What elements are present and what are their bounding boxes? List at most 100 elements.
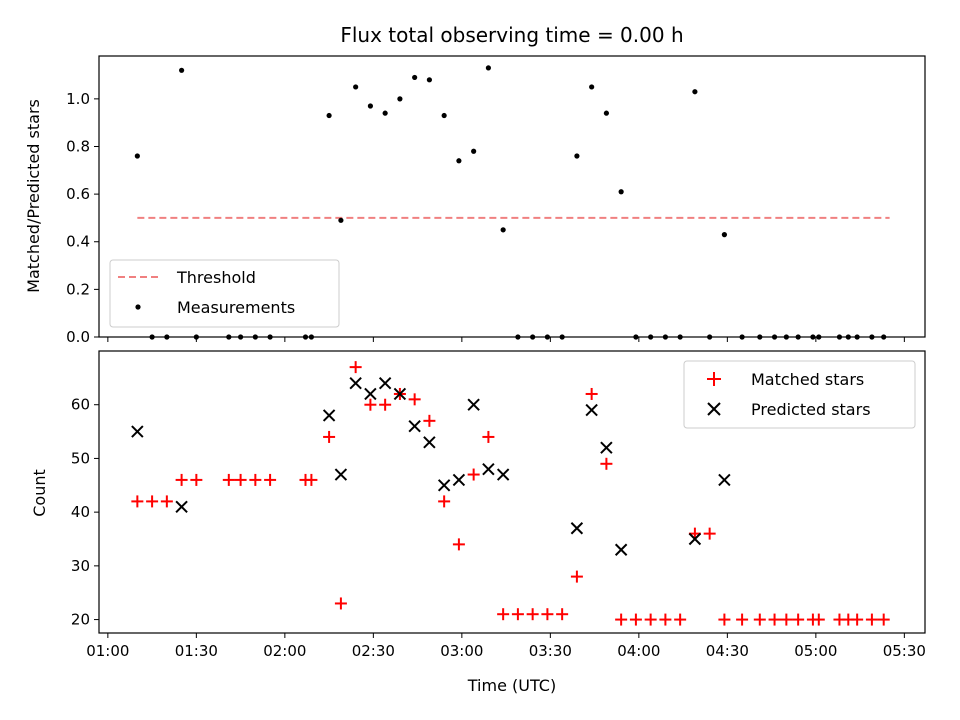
predicted-star-point [614, 543, 628, 556]
y-tick-label: 0.8 [66, 137, 90, 155]
measurement-point [603, 110, 610, 116]
matched-star-point [190, 473, 203, 486]
matched-star-point [323, 430, 336, 443]
x-axis-label: Time (UTC) [467, 676, 556, 695]
matched-star-point [736, 613, 749, 626]
measurement-point [721, 232, 728, 238]
predicted-star-point [131, 425, 144, 438]
matched-star-point [674, 613, 687, 626]
measurement-point [618, 189, 624, 195]
predicted-star-point [423, 436, 436, 449]
top-plot-frame [98, 55, 926, 338]
measurement-point [353, 84, 359, 90]
matched-star-point [364, 398, 377, 411]
matched-star-point [600, 457, 613, 470]
predicted-star-point [600, 441, 613, 454]
top-axis-ticks: 0.0 0.2 0.4 0.6 0.8 1.0 [66, 90, 905, 346]
legend-measurements-swatch [135, 304, 141, 310]
bottom-legend-box [683, 360, 916, 429]
top-legend-box [109, 259, 340, 328]
y-tick-label: 40 [71, 503, 90, 521]
matched-star-point [264, 473, 277, 486]
legend-threshold-label: Threshold [176, 268, 256, 287]
y-tick-label: 1.0 [66, 90, 90, 108]
x-tick-label: 03:00 [440, 642, 483, 660]
predicted-star-point [393, 387, 407, 401]
y-tick-label: 0.6 [66, 185, 90, 203]
matched-star-point [659, 613, 672, 626]
measurement-point [441, 112, 447, 119]
predicted-star-point [718, 473, 731, 487]
predicted-star-point [467, 398, 480, 411]
matched-star-point [812, 613, 825, 626]
measurement-point [589, 84, 595, 90]
predicted-star-point [688, 532, 702, 546]
measurement-point [134, 153, 140, 159]
matched-star-point [438, 495, 451, 508]
matched-star-point [131, 495, 144, 508]
ratio-panel: Flux total observing time = 0.00 h Match… [24, 23, 926, 346]
measurement-point [485, 65, 491, 71]
legend-matched-swatch [707, 372, 721, 386]
y-tick-label: 0.4 [66, 233, 90, 251]
measurement-point [426, 77, 432, 83]
matched-star-point [851, 613, 864, 626]
y-tick-label: 0.0 [66, 328, 90, 346]
predicted-star-point [482, 462, 495, 476]
y-tick-label: 20 [71, 611, 90, 629]
measurement-point [326, 112, 332, 119]
measurement-point [338, 217, 344, 223]
bottom-legend: Matched stars Predicted stars [683, 360, 916, 429]
measurement-point [456, 158, 462, 164]
x-tick-label: 02:00 [263, 642, 306, 660]
measurement-point [382, 110, 388, 116]
matched-star-point [482, 430, 495, 443]
matched-star-point [753, 613, 766, 626]
matched-star-point [718, 613, 731, 626]
legend-matched-label: Matched stars [751, 370, 864, 389]
matched-star-point [408, 393, 421, 406]
measurement-point [367, 103, 373, 109]
measurement-point [574, 153, 580, 159]
legend-predicted-label: Predicted stars [751, 400, 871, 419]
matched-star-point [877, 613, 890, 626]
matched-star-point [792, 613, 805, 626]
matched-star-point [703, 527, 716, 540]
matched-star-point [570, 570, 583, 583]
matched-star-point [305, 473, 318, 486]
measurement-point [412, 74, 418, 81]
x-tick-label: 05:00 [794, 642, 837, 660]
matched-star-point [585, 387, 598, 400]
legend-predicted-swatch [707, 402, 721, 416]
y-tick-label: 0.2 [66, 280, 90, 298]
predicted-star-point [408, 419, 421, 433]
y-tick-label: 30 [71, 557, 90, 575]
matched-star-point [334, 597, 347, 610]
measurement-point [500, 227, 506, 233]
matched-star-point [349, 361, 362, 374]
measurement-point [397, 96, 403, 102]
predicted-star-point [378, 377, 392, 390]
matched-star-point [768, 613, 781, 626]
predicted-star-point [585, 403, 598, 417]
x-tick-label: 01:30 [175, 642, 218, 660]
matched-star-point [379, 398, 392, 411]
bottom-plot-frame [98, 350, 926, 634]
predicted-star-point [364, 387, 377, 401]
matched-star-point [452, 538, 465, 551]
matched-star-point [234, 473, 247, 486]
predicted-star-point [349, 377, 362, 390]
bottom-y-axis-label: Count [30, 469, 49, 517]
matched-star-point [146, 495, 159, 508]
matched-star-point [467, 468, 480, 481]
y-tick-label: 50 [71, 449, 90, 467]
predicted-star-point [437, 479, 451, 492]
measurement-point [471, 148, 477, 154]
matched-star-point [865, 613, 878, 626]
x-tick-label: 04:30 [706, 642, 749, 660]
x-tick-label: 02:30 [352, 642, 395, 660]
x-tick-label: 04:00 [617, 642, 660, 660]
legend-measurements-label: Measurements [177, 298, 295, 317]
